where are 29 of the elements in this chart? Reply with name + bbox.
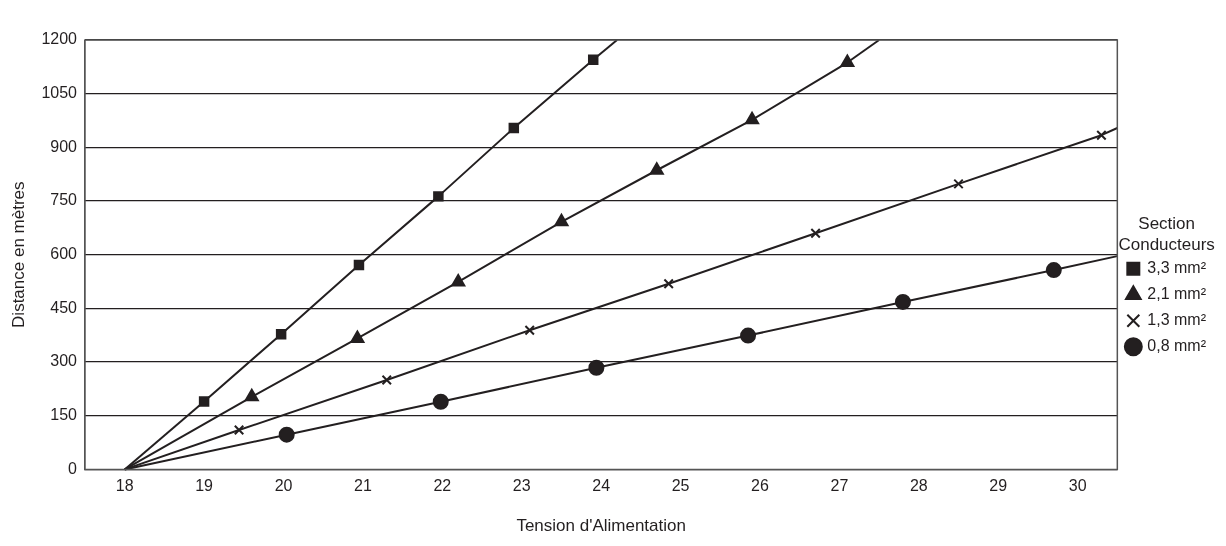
x-tick-label: 21 bbox=[354, 477, 372, 495]
x-tick-label: 29 bbox=[989, 477, 1008, 495]
y-tick-label: 450 bbox=[50, 298, 78, 316]
x-tick-label: 22 bbox=[433, 477, 452, 495]
legend-label: 2,1 mm² bbox=[1147, 285, 1207, 303]
legend-label: 3,3 mm² bbox=[1147, 259, 1207, 277]
y-tick-label: 600 bbox=[50, 245, 78, 263]
y-tick-label: 900 bbox=[50, 137, 78, 155]
legend-title: Section Conducteurs bbox=[1118, 214, 1215, 254]
x-tick-label: 28 bbox=[909, 477, 928, 495]
x-tick-label: 24 bbox=[592, 477, 611, 495]
y-tick-label: 0 bbox=[68, 459, 78, 477]
x-tick-label: 23 bbox=[512, 477, 531, 495]
legend-label: 0,8 mm² bbox=[1147, 337, 1207, 355]
x-tick-label: 26 bbox=[751, 477, 769, 495]
x-tick-label: 25 bbox=[671, 477, 690, 495]
x-tick-label: 30 bbox=[1068, 477, 1087, 495]
y-tick-label: 1050 bbox=[41, 84, 78, 102]
x-tick-label: 27 bbox=[830, 477, 849, 495]
y-tick-label: 1200 bbox=[41, 30, 78, 48]
y-tick-label: 750 bbox=[50, 191, 78, 209]
x-axis-title: Tension d'Alimentation bbox=[516, 516, 686, 536]
x-tick-label: 19 bbox=[195, 477, 214, 495]
x-tick-label: 20 bbox=[274, 477, 293, 495]
legend-label: 1,3 mm² bbox=[1147, 311, 1207, 329]
y-tick-label: 300 bbox=[50, 352, 78, 370]
y-tick-label: 150 bbox=[50, 406, 78, 424]
y-axis-title: Distance en mètres bbox=[8, 181, 28, 328]
x-tick-label: 18 bbox=[115, 477, 134, 495]
